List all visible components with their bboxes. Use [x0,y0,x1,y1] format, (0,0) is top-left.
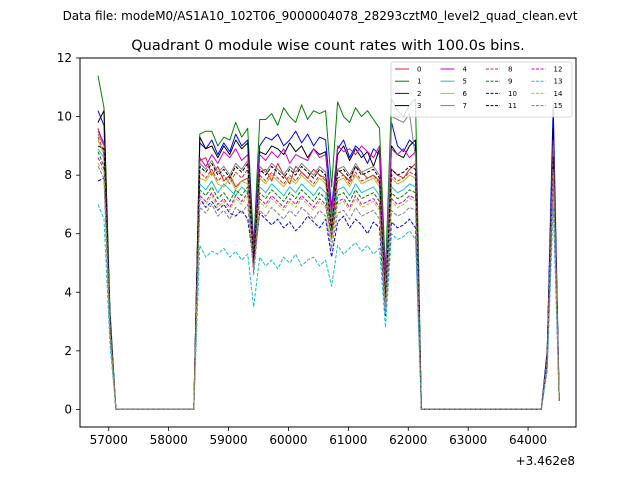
y-tick-label: 2 [64,344,72,358]
y-tick-label: 0 [64,402,72,416]
x-offset-label: +3.462e8 [516,454,575,468]
y-tick-label: 12 [57,51,72,65]
series-line-2 [97,104,560,410]
series-line-3 [97,110,560,410]
x-tick-label: 63000 [449,433,487,447]
y-tick-label: 4 [64,285,72,299]
suptitle: Data file: modeM0/AS1A10_102T06_90000040… [63,9,578,23]
series-line-13 [97,204,560,410]
legend-label-10: 10 [508,90,517,98]
legend-label-9: 9 [508,78,512,86]
y-tick-label: 10 [57,110,72,124]
legend-label-3: 3 [417,102,421,110]
series-line-9 [97,151,560,410]
legend-label-12: 12 [554,66,563,74]
y-axis: 0 2 4 6 8 10 12 [57,51,80,416]
series-line-8 [97,136,560,410]
series-line-10 [97,177,560,410]
axes-frame [79,57,577,428]
series-line-4 [97,130,560,410]
y-tick-label: 8 [64,168,72,182]
x-tick-label: 61000 [329,433,367,447]
legend-label-6: 6 [463,90,468,98]
legend-label-15: 15 [554,102,563,110]
legend-label-5: 5 [463,78,467,86]
x-tick-label: 59000 [209,433,247,447]
series-line-15 [97,166,560,410]
legend-label-14: 14 [554,90,563,98]
legend-label-8: 8 [508,66,512,74]
chart-title: Quadrant 0 module wise count rates with … [131,38,525,54]
series-line-5 [97,148,560,410]
legend-label-13: 13 [554,78,563,86]
x-tick-label: 60000 [269,433,307,447]
series-line-7 [97,113,560,410]
series-layer [97,75,560,410]
series-line-12 [97,157,560,410]
x-tick-label: 58000 [150,433,188,447]
series-line-14 [97,163,560,410]
legend-frame [390,61,573,118]
series-line-11 [97,145,560,410]
plot-area [80,58,576,427]
legend-label-7: 7 [463,102,467,110]
legend-label-1: 1 [417,78,421,86]
legend-label-11: 11 [508,102,517,110]
legend-label-4: 4 [463,66,468,74]
x-axis: 57000 58000 59000 60000 61000 62000 63000 64000 [90,427,547,447]
y-tick-label: 6 [64,227,72,241]
x-tick-label: 62000 [389,433,427,447]
x-tick-label: 64000 [509,433,547,447]
legend-label-0: 0 [417,66,421,74]
series-line-6 [97,139,560,410]
x-tick-label: 57000 [90,433,128,447]
legend-label-2: 2 [417,90,421,98]
